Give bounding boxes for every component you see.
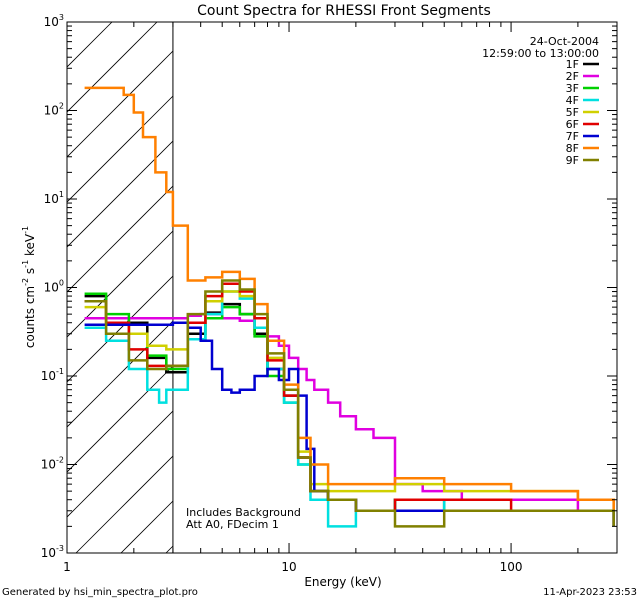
y-tick-label: 101 <box>44 190 64 206</box>
legend-label: 5F <box>566 106 579 119</box>
legend-label: 3F <box>566 82 579 95</box>
series-8F <box>84 86 615 511</box>
legend-label: 6F <box>566 118 579 131</box>
footer-timestamp: 11-Apr-2023 23:53 <box>543 587 637 598</box>
legend-label: 7F <box>566 130 579 143</box>
x-axis-label: Energy (keV) <box>304 575 381 589</box>
x-tick-label: 1 <box>63 560 71 574</box>
axes: 1 10 100 10-3 10-2 10-1 100 101 102 103 <box>41 13 618 574</box>
legend-item-7F: 7F <box>566 130 599 143</box>
legend-item-9F: 9F <box>566 154 599 167</box>
legend-date: 24-Oct-2004 <box>530 35 599 48</box>
y-label-part: -1 <box>21 226 30 234</box>
x-tick-label: 100 <box>500 560 523 574</box>
y-label-part: counts cm <box>23 286 37 348</box>
legend: 24-Oct-2004 12:59:00 to 13:00:00 1F2F3F4… <box>482 35 599 167</box>
series-9F <box>84 279 615 528</box>
x-tick-label: 10 <box>281 560 296 574</box>
y-tick-label: 10-2 <box>41 456 64 472</box>
annotation-background: Includes Background <box>186 506 301 519</box>
legend-label: 1F <box>566 58 579 71</box>
legend-label: 2F <box>566 70 579 83</box>
y-label-part: -1 <box>21 260 30 268</box>
y-label-part: s <box>23 268 37 278</box>
legend-label: 8F <box>566 142 579 155</box>
hatch-line <box>67 22 203 158</box>
y-tick-label: 102 <box>44 102 64 118</box>
chart-title: Count Spectra for RHESSI Front Segments <box>197 3 491 19</box>
legend-item-1F: 1F <box>566 58 599 71</box>
legend-item-6F: 6F <box>566 118 599 131</box>
y-tick-label: 100 <box>44 279 64 295</box>
y-tick-label: 10-1 <box>41 367 64 383</box>
hatch-line <box>67 22 248 203</box>
legend-item-4F: 4F <box>566 94 599 107</box>
legend-label: 4F <box>566 94 579 107</box>
annotation-attenuator: Att A0, FDecim 1 <box>186 518 279 531</box>
y-axis-label: counts cm-2 s-1 keV-1 <box>21 226 37 348</box>
legend-label: 9F <box>566 154 579 167</box>
legend-item-3F: 3F <box>566 82 599 95</box>
legend-item-5F: 5F <box>566 106 599 119</box>
legend-item-8F: 8F <box>566 142 599 155</box>
legend-time-range: 12:59:00 to 13:00:00 <box>482 47 599 60</box>
legend-item-2F: 2F <box>566 70 599 83</box>
series-lines <box>84 86 615 528</box>
y-tick-label: 10-3 <box>41 544 64 560</box>
y-label-part: keV <box>23 233 37 260</box>
y-label-part: -2 <box>21 278 30 286</box>
footer-generated-by: Generated by hsi_min_spectra_plot.pro <box>2 587 198 598</box>
y-tick-label: 103 <box>44 13 64 29</box>
